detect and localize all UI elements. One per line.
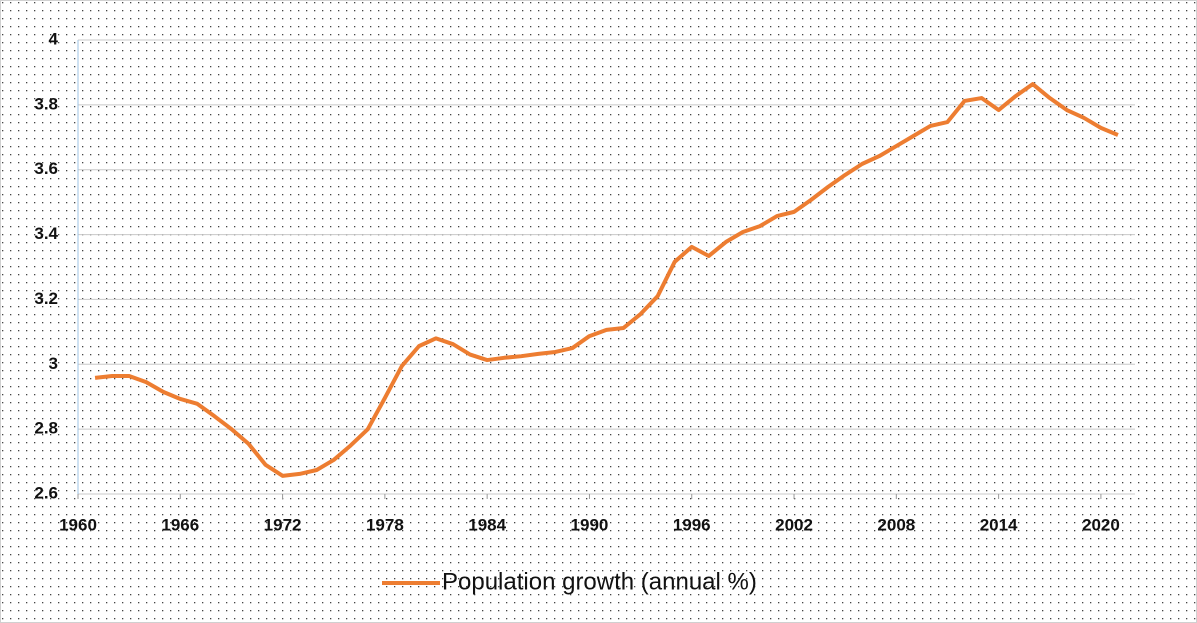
x-tick-label: 1978 (366, 515, 404, 534)
y-tick-label: 3.2 (34, 289, 58, 308)
x-tick-label: 2008 (877, 515, 915, 534)
data-line (94, 82, 1119, 478)
x-tick-label: 1990 (571, 515, 609, 534)
x-tick-label: 1996 (673, 515, 711, 534)
x-tick-label: 1972 (264, 515, 302, 534)
y-tick-label: 2.8 (34, 419, 58, 438)
legend-text: Population growth (annual %) (442, 568, 757, 595)
y-tick-label: 3.6 (34, 159, 58, 178)
y-tick-label: 2.6 (34, 483, 58, 502)
y-tick-label: 3.4 (34, 224, 58, 243)
x-tick-label: 2014 (980, 515, 1018, 534)
x-tick-label: 1960 (59, 515, 97, 534)
y-tick-label: 3.8 (34, 94, 58, 113)
y-tick-label: 4 (49, 29, 59, 48)
y-tick-label: 3 (49, 354, 58, 373)
x-tick-label: 2020 (1082, 515, 1120, 534)
x-tick-label: 2002 (775, 515, 813, 534)
x-tick-label: 1966 (161, 515, 199, 534)
x-tick-label: 1984 (468, 515, 506, 534)
